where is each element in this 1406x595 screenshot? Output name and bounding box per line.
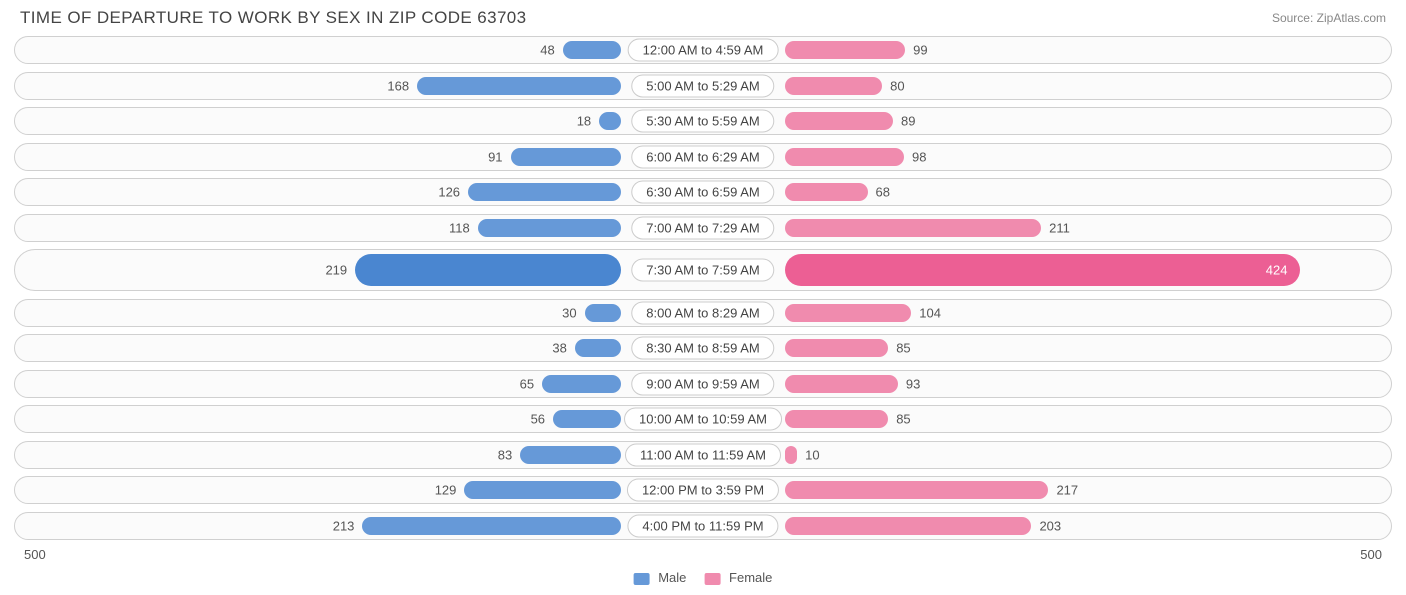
chart-row: 8:00 AM to 8:29 AM 30 104 bbox=[14, 299, 1392, 327]
female-value: 10 bbox=[805, 447, 819, 462]
female-bar bbox=[785, 77, 882, 95]
female-value: 93 bbox=[906, 376, 920, 391]
legend-item-female: Female bbox=[704, 570, 772, 585]
axis-row: 500 500 bbox=[14, 547, 1392, 562]
legend-item-male: Male bbox=[634, 570, 687, 585]
female-value: 80 bbox=[890, 78, 904, 93]
male-value: 30 bbox=[562, 305, 576, 320]
female-value: 98 bbox=[912, 149, 926, 164]
category-label: 7:00 AM to 7:29 AM bbox=[631, 216, 774, 239]
category-label: 4:00 PM to 11:59 PM bbox=[627, 514, 778, 537]
female-value: 85 bbox=[896, 412, 910, 427]
category-label: 8:30 AM to 8:59 AM bbox=[631, 337, 774, 360]
female-bar bbox=[785, 410, 888, 428]
category-label: 8:00 AM to 8:29 AM bbox=[631, 301, 774, 324]
female-value: 99 bbox=[913, 43, 927, 58]
male-bar bbox=[417, 77, 621, 95]
male-value: 168 bbox=[387, 78, 409, 93]
category-label: 11:00 AM to 11:59 AM bbox=[625, 443, 781, 466]
male-value: 118 bbox=[449, 220, 470, 235]
male-bar bbox=[520, 446, 621, 464]
male-bar bbox=[575, 339, 621, 357]
female-bar bbox=[785, 254, 1300, 286]
chart-row: 10:00 AM to 10:59 AM 56 85 bbox=[14, 405, 1392, 433]
female-value: 217 bbox=[1056, 483, 1078, 498]
female-bar bbox=[785, 481, 1048, 499]
category-label: 12:00 AM to 4:59 AM bbox=[628, 39, 779, 62]
category-label: 12:00 PM to 3:59 PM bbox=[627, 479, 779, 502]
axis-left-max: 500 bbox=[24, 547, 46, 562]
category-label: 6:00 AM to 6:29 AM bbox=[631, 145, 774, 168]
male-value: 91 bbox=[488, 149, 502, 164]
female-value: 203 bbox=[1039, 518, 1061, 533]
female-bar bbox=[785, 375, 898, 393]
male-bar bbox=[362, 517, 621, 535]
male-bar bbox=[468, 183, 621, 201]
male-bar bbox=[511, 148, 621, 166]
legend-swatch-female bbox=[704, 573, 720, 585]
male-value: 83 bbox=[498, 447, 512, 462]
female-bar bbox=[785, 183, 868, 201]
legend-swatch-male bbox=[634, 573, 650, 585]
female-bar bbox=[785, 339, 888, 357]
male-bar bbox=[553, 410, 621, 428]
chart-title: TIME OF DEPARTURE TO WORK BY SEX IN ZIP … bbox=[20, 8, 527, 28]
male-bar bbox=[464, 481, 621, 499]
male-bar bbox=[355, 254, 621, 286]
female-bar bbox=[785, 41, 905, 59]
legend: Male Female bbox=[634, 570, 773, 585]
female-bar bbox=[785, 219, 1041, 237]
male-bar bbox=[563, 41, 621, 59]
male-value: 129 bbox=[435, 483, 457, 498]
male-value: 126 bbox=[438, 185, 460, 200]
female-bar bbox=[785, 304, 911, 322]
female-bar bbox=[785, 517, 1031, 535]
male-bar bbox=[599, 112, 621, 130]
category-label: 9:00 AM to 9:59 AM bbox=[631, 372, 774, 395]
male-value: 38 bbox=[552, 341, 566, 356]
legend-label-female: Female bbox=[729, 570, 772, 585]
category-label: 5:30 AM to 5:59 AM bbox=[631, 110, 774, 133]
chart-source: Source: ZipAtlas.com bbox=[1272, 11, 1386, 25]
chart-row: 12:00 AM to 4:59 AM 48 99 bbox=[14, 36, 1392, 64]
female-bar bbox=[785, 148, 904, 166]
male-value: 18 bbox=[577, 114, 591, 129]
legend-label-male: Male bbox=[658, 570, 686, 585]
male-bar bbox=[585, 304, 621, 322]
category-label: 10:00 AM to 10:59 AM bbox=[624, 408, 782, 431]
male-value: 65 bbox=[520, 376, 534, 391]
chart-header: TIME OF DEPARTURE TO WORK BY SEX IN ZIP … bbox=[14, 8, 1392, 36]
female-value: 85 bbox=[896, 341, 910, 356]
female-value: 68 bbox=[876, 185, 890, 200]
category-label: 6:30 AM to 6:59 AM bbox=[631, 181, 774, 204]
category-label: 5:00 AM to 5:29 AM bbox=[631, 74, 774, 97]
axis-right-max: 500 bbox=[1360, 547, 1382, 562]
chart-row: 9:00 AM to 9:59 AM 65 93 bbox=[14, 370, 1392, 398]
chart-row: 5:00 AM to 5:29 AM 168 80 bbox=[14, 72, 1392, 100]
male-value: 48 bbox=[540, 43, 554, 58]
female-bar bbox=[785, 446, 797, 464]
chart-row: 5:30 AM to 5:59 AM 18 89 bbox=[14, 107, 1392, 135]
chart-row: 7:00 AM to 7:29 AM 118 211 bbox=[14, 214, 1392, 242]
chart-row: 8:30 AM to 8:59 AM 38 85 bbox=[14, 334, 1392, 362]
male-value: 219 bbox=[325, 263, 347, 278]
female-value: 211 bbox=[1049, 220, 1070, 235]
chart-row: 11:00 AM to 11:59 AM 83 10 bbox=[14, 441, 1392, 469]
female-value: 424 bbox=[1266, 263, 1288, 278]
male-bar bbox=[478, 219, 621, 237]
male-value: 56 bbox=[531, 412, 545, 427]
female-value: 104 bbox=[919, 305, 941, 320]
chart-row: 4:00 PM to 11:59 PM 213 203 bbox=[14, 512, 1392, 540]
chart-row: 12:00 PM to 3:59 PM 129 217 bbox=[14, 476, 1392, 504]
chart-row: 7:30 AM to 7:59 AM 219 424 bbox=[14, 249, 1392, 291]
male-value: 213 bbox=[333, 518, 355, 533]
category-label: 7:30 AM to 7:59 AM bbox=[631, 259, 774, 282]
chart-area: 12:00 AM to 4:59 AM 48 99 5:00 AM to 5:29 A… bbox=[14, 36, 1392, 540]
chart-row: 6:00 AM to 6:29 AM 91 98 bbox=[14, 143, 1392, 171]
chart-row: 6:30 AM to 6:59 AM 126 68 bbox=[14, 178, 1392, 206]
female-value: 89 bbox=[901, 114, 915, 129]
male-bar bbox=[542, 375, 621, 393]
female-bar bbox=[785, 112, 893, 130]
